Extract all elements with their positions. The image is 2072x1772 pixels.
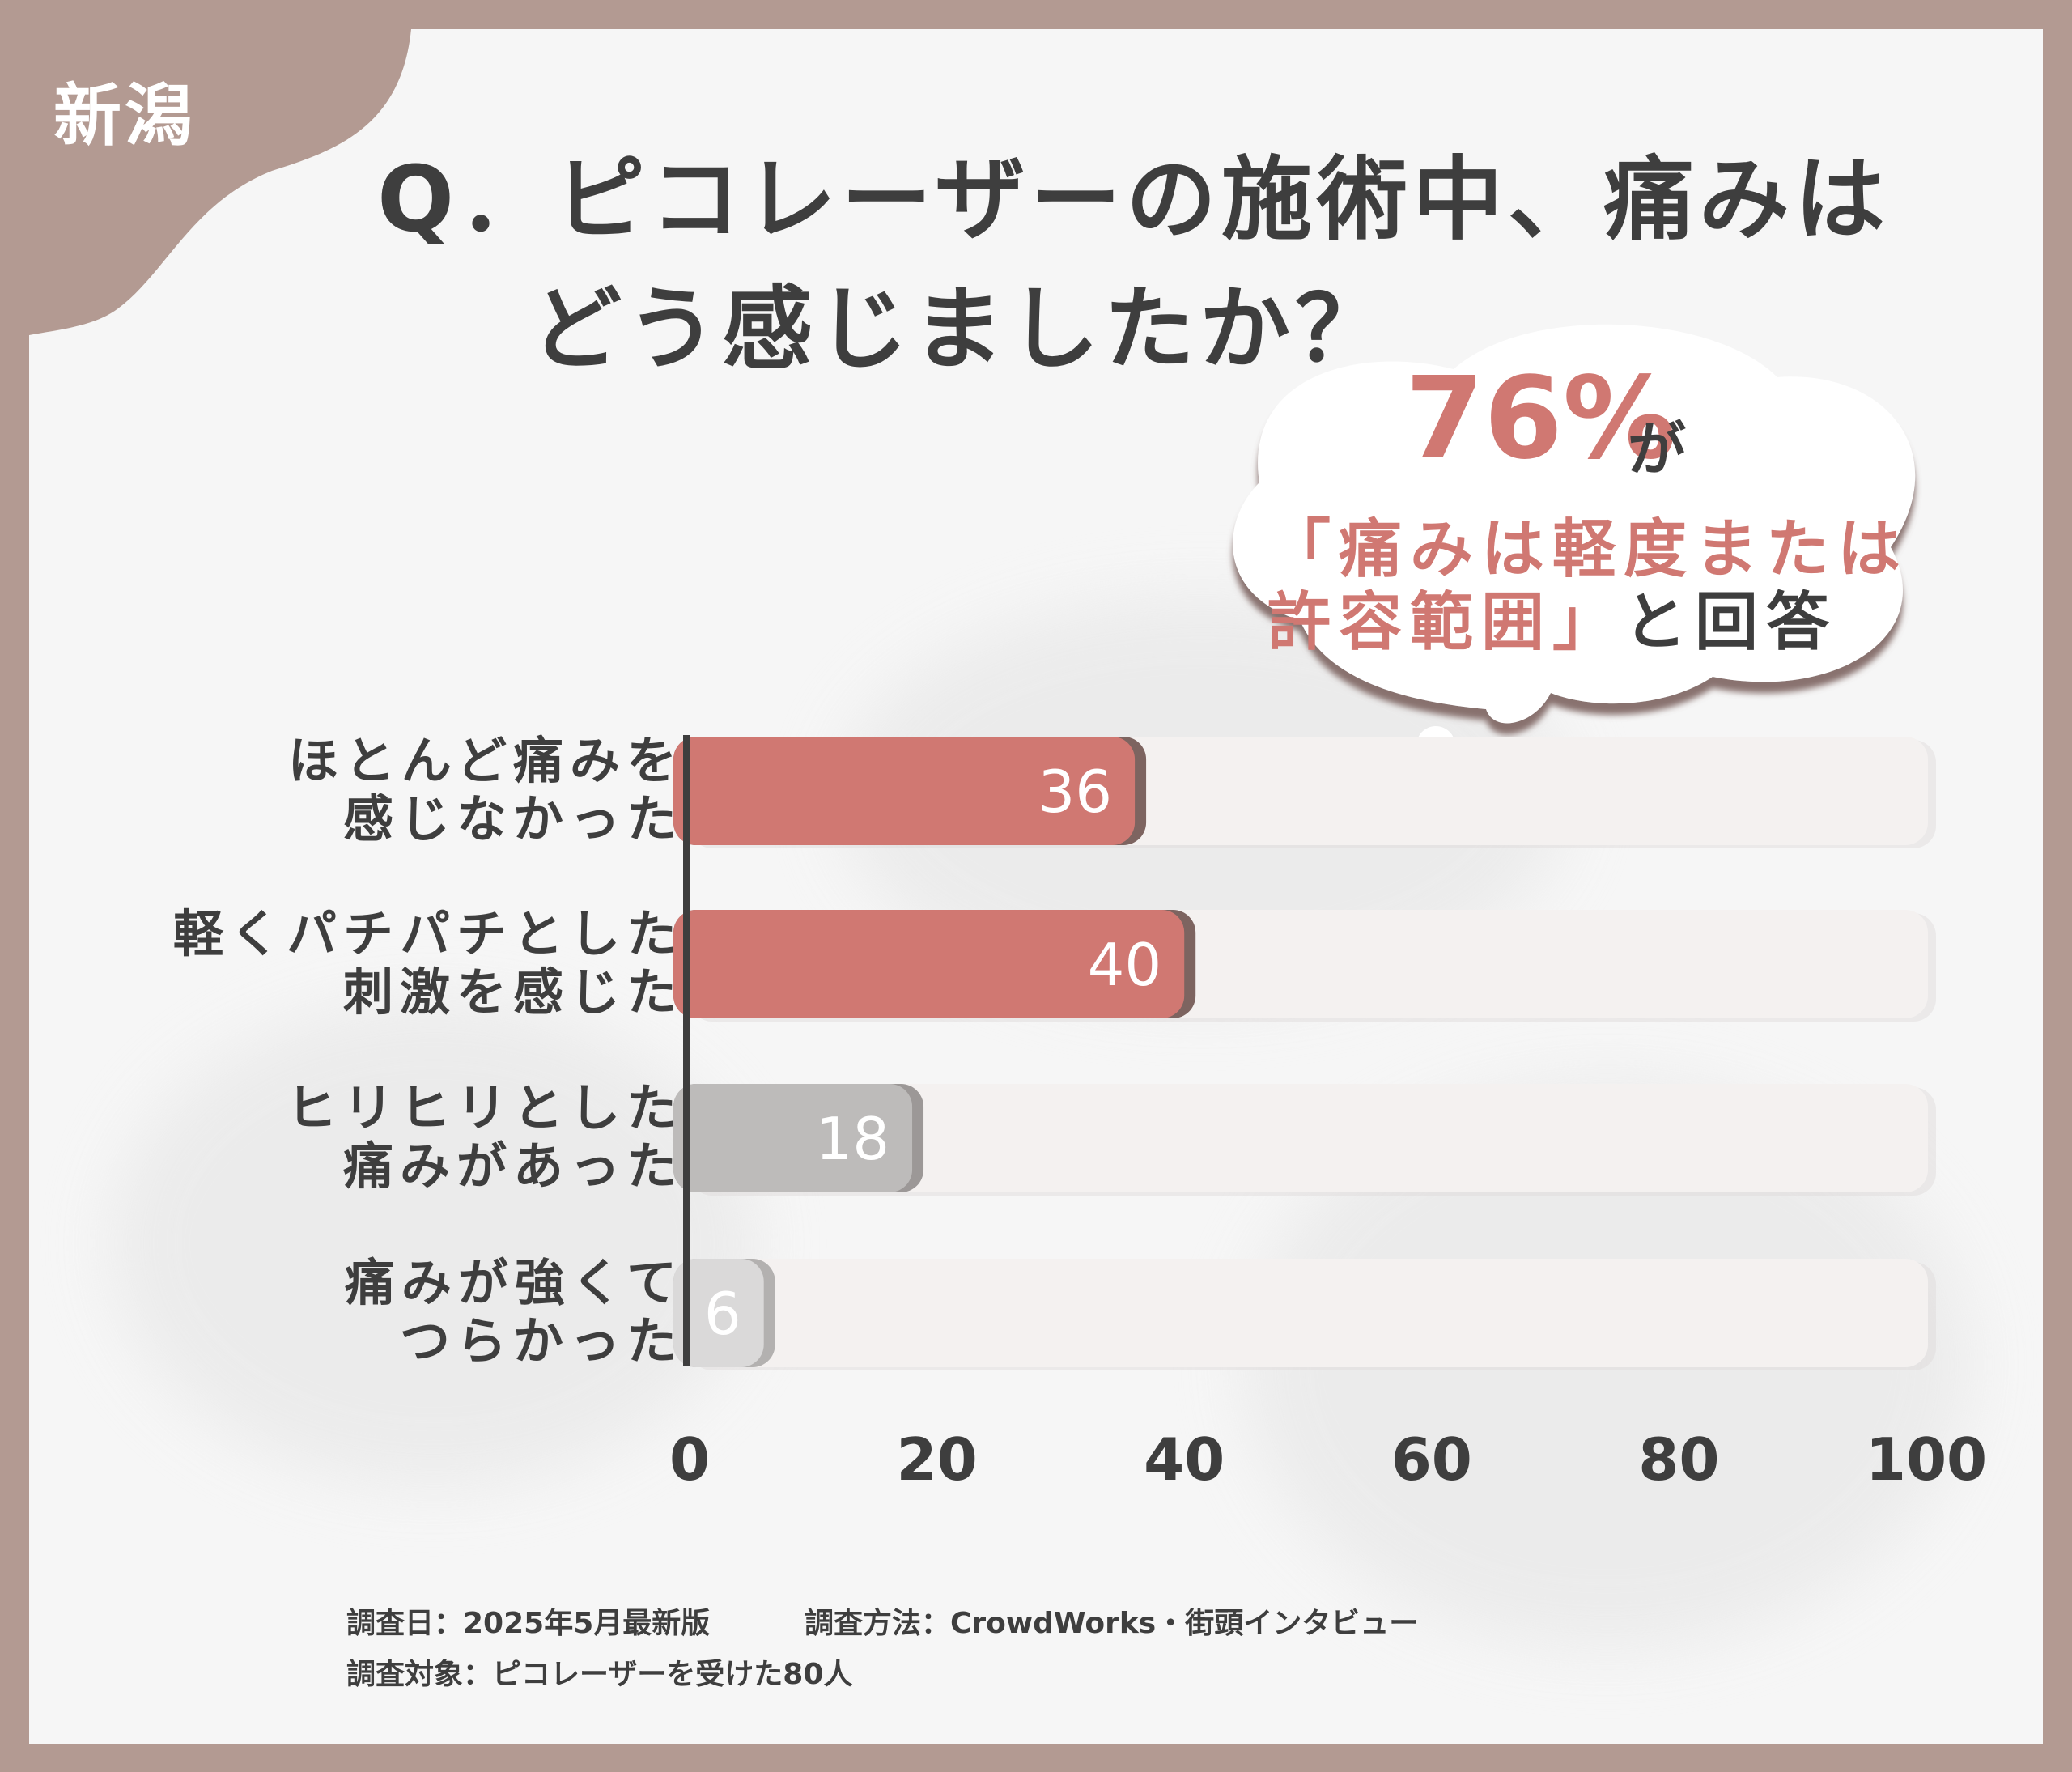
question-title-line1: Q．ピコレーザーの施術中、痛みは xyxy=(377,147,1890,253)
callout-line1: 「痛みは軽度または xyxy=(1267,513,1909,586)
bar-chart: 36 40 18 6 xyxy=(673,735,1936,1370)
category-label-line: ヒリヒリとした xyxy=(286,1078,683,1137)
bar xyxy=(673,737,1136,845)
callout-line2: 許容範囲」と回答 xyxy=(1267,572,1837,662)
x-tick-label: 80 xyxy=(1638,1426,1720,1494)
category-label: ヒリヒリとした 痛みがあった xyxy=(287,1079,683,1196)
category-label: 痛みが強くて つらかった xyxy=(345,1254,683,1370)
bar-track xyxy=(690,1259,1928,1367)
bar-track xyxy=(690,1084,1928,1192)
infographic-card: 新潟 Q．ピコレーザーの施術中、痛みは どう感じましたか？ 76% が 「痛みは… xyxy=(29,29,2043,1744)
callout-percent: 76% xyxy=(1405,353,1677,485)
x-tick-label: 0 xyxy=(669,1426,711,1494)
bar-value-label: 40 xyxy=(1088,931,1162,999)
category-label-line: ほとんど痛みを xyxy=(287,731,683,790)
callout-ga: が xyxy=(1628,415,1687,483)
question-title-line2: どう感じましたか？ xyxy=(531,277,1391,382)
category-label: ほとんど痛みを 感じなかった xyxy=(288,732,683,848)
category-label-line: つらかった xyxy=(399,1311,683,1370)
x-tick-label: 100 xyxy=(1865,1426,1988,1494)
bar xyxy=(673,1259,764,1367)
category-label-line: 刺激を感じた xyxy=(342,962,683,1022)
x-tick-label: 20 xyxy=(896,1426,978,1494)
category-label: 軽くパチパチとした 刺激を感じた xyxy=(173,905,683,1022)
survey-date: 調査日：2025年5月最新版 xyxy=(346,1607,711,1640)
bg-texture xyxy=(110,1001,758,1486)
category-label-line: 軽くパチパチとした xyxy=(172,904,683,963)
survey-method: 調査方法：CrowdWorks・街頭インタビュー xyxy=(805,1607,1419,1640)
callout-line2-answer: と回答 xyxy=(1624,586,1838,659)
category-label-line: 痛みがあった xyxy=(342,1137,683,1196)
category-label-line: 感じなかった xyxy=(342,789,683,848)
x-tick-label: 40 xyxy=(1144,1426,1225,1494)
bar-value-label: 6 xyxy=(704,1280,741,1348)
survey-target: 調査対象：ピコレーザーを受けた80人 xyxy=(346,1658,853,1691)
region-label: 新潟 xyxy=(53,76,197,155)
category-label-line: 痛みが強くて xyxy=(344,1253,683,1312)
bar-value-label: 36 xyxy=(1038,758,1112,826)
x-tick-label: 60 xyxy=(1391,1426,1472,1494)
bar xyxy=(673,1084,913,1192)
region-corner-shape xyxy=(29,29,411,335)
bar-value-label: 18 xyxy=(815,1105,890,1173)
callout-line2-highlight: 許容範囲」 xyxy=(1267,586,1624,659)
y-axis-line xyxy=(683,735,690,1366)
bar xyxy=(673,910,1185,1018)
